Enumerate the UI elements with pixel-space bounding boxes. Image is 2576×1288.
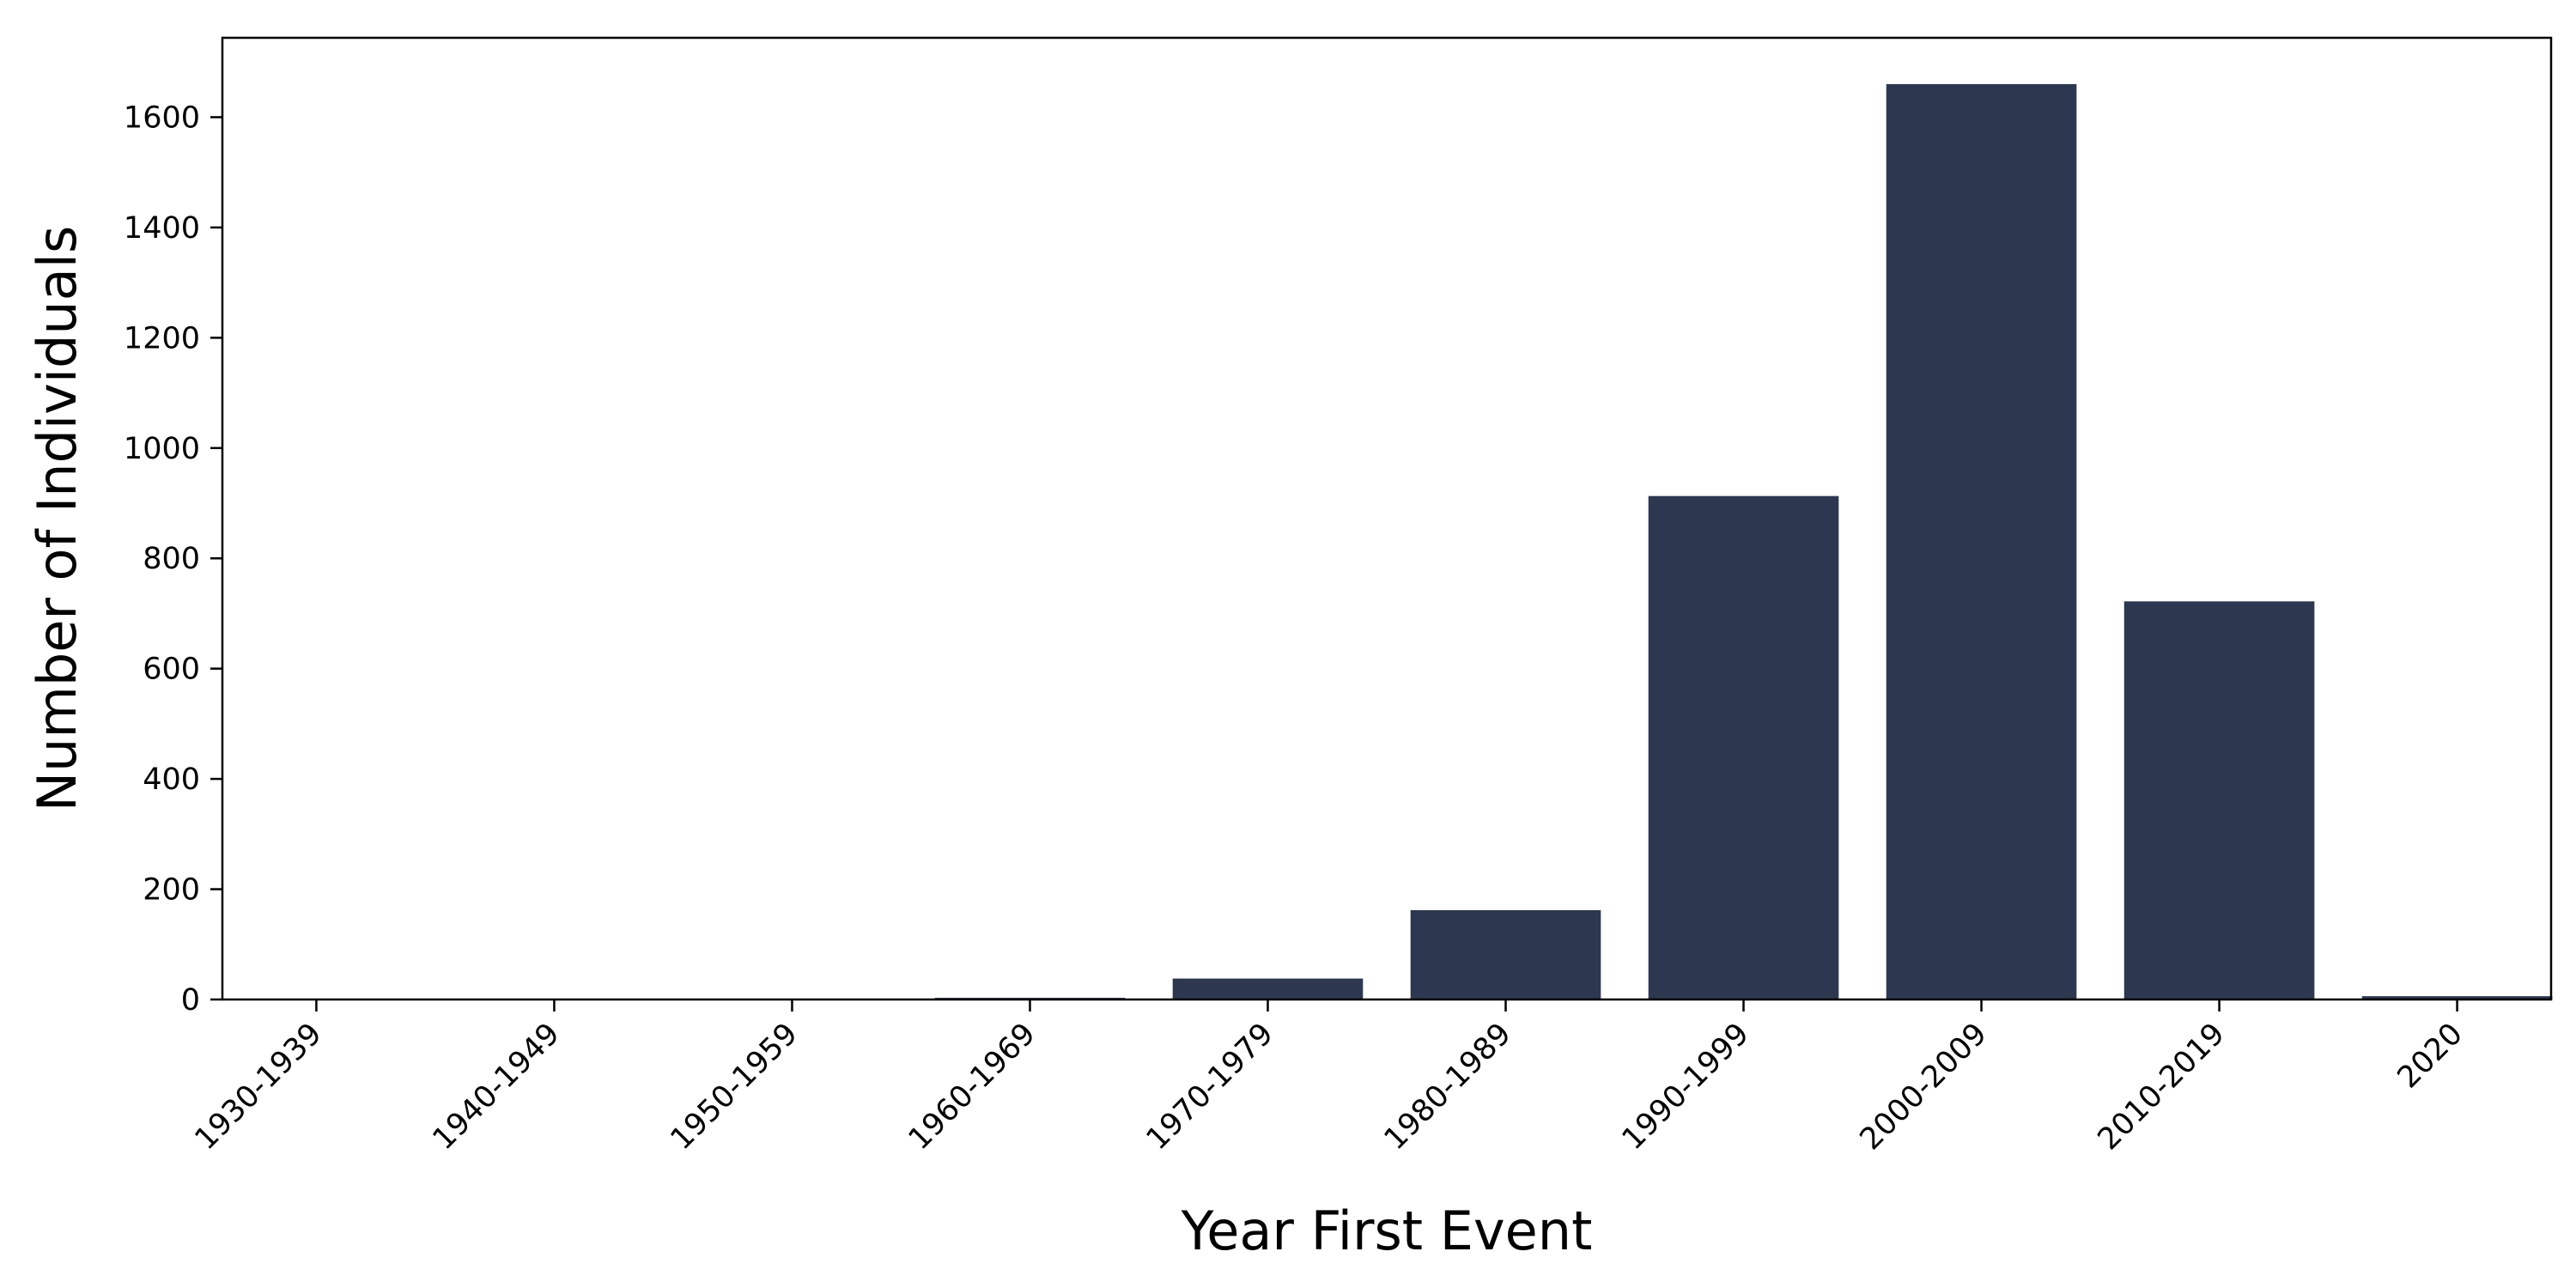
y-tick-label: 1600 xyxy=(124,100,200,135)
x-tick-label: 1990-1999 xyxy=(1616,1017,1756,1157)
bar-1970-1979 xyxy=(1172,978,1364,999)
x-tick-label: 1940-1949 xyxy=(427,1017,567,1157)
x-tick-label: 2010-2019 xyxy=(2092,1017,2232,1157)
x-tick-label: 2020 xyxy=(2391,1017,2470,1095)
y-tick-label: 600 xyxy=(143,653,200,687)
y-tick-label: 1400 xyxy=(124,211,200,246)
x-tick-label: 1980-1989 xyxy=(1378,1017,1518,1157)
x-tick-label: 1950-1959 xyxy=(665,1017,805,1157)
bars-group xyxy=(934,83,2553,1000)
x-axis-title: Year First Event xyxy=(1181,1200,1593,1262)
x-axis-ticks: 1930-1939 1940-1949 1950-1959 1960-1969 1970… xyxy=(189,999,2470,1157)
y-tick-label: 0 xyxy=(181,983,200,1018)
y-tick-label: 1200 xyxy=(124,321,200,355)
bar-2010-2019 xyxy=(2123,601,2315,999)
y-axis-ticks: 0 200 400 600 800 1000 1200 1400 1600 xyxy=(124,100,222,1018)
y-tick-label: 800 xyxy=(143,542,200,576)
y-tick-label: 1000 xyxy=(124,432,200,466)
y-tick-label: 200 xyxy=(143,873,200,908)
bar-1990-1999 xyxy=(1648,495,1839,999)
x-tick-label: 1930-1939 xyxy=(189,1017,329,1157)
plot-frame xyxy=(221,36,2553,1001)
x-tick-label: 1970-1979 xyxy=(1140,1017,1280,1157)
x-tick-label: 2000-2009 xyxy=(1854,1017,1994,1157)
y-tick-label: 400 xyxy=(143,762,200,797)
bar-1980-1989 xyxy=(1410,909,1601,999)
bar-2000-2009 xyxy=(1886,83,2077,1000)
bar-2020 xyxy=(2361,996,2553,999)
x-tick-label: 1960-1969 xyxy=(902,1017,1042,1157)
y-axis-title: Number of Individuals xyxy=(26,226,88,811)
